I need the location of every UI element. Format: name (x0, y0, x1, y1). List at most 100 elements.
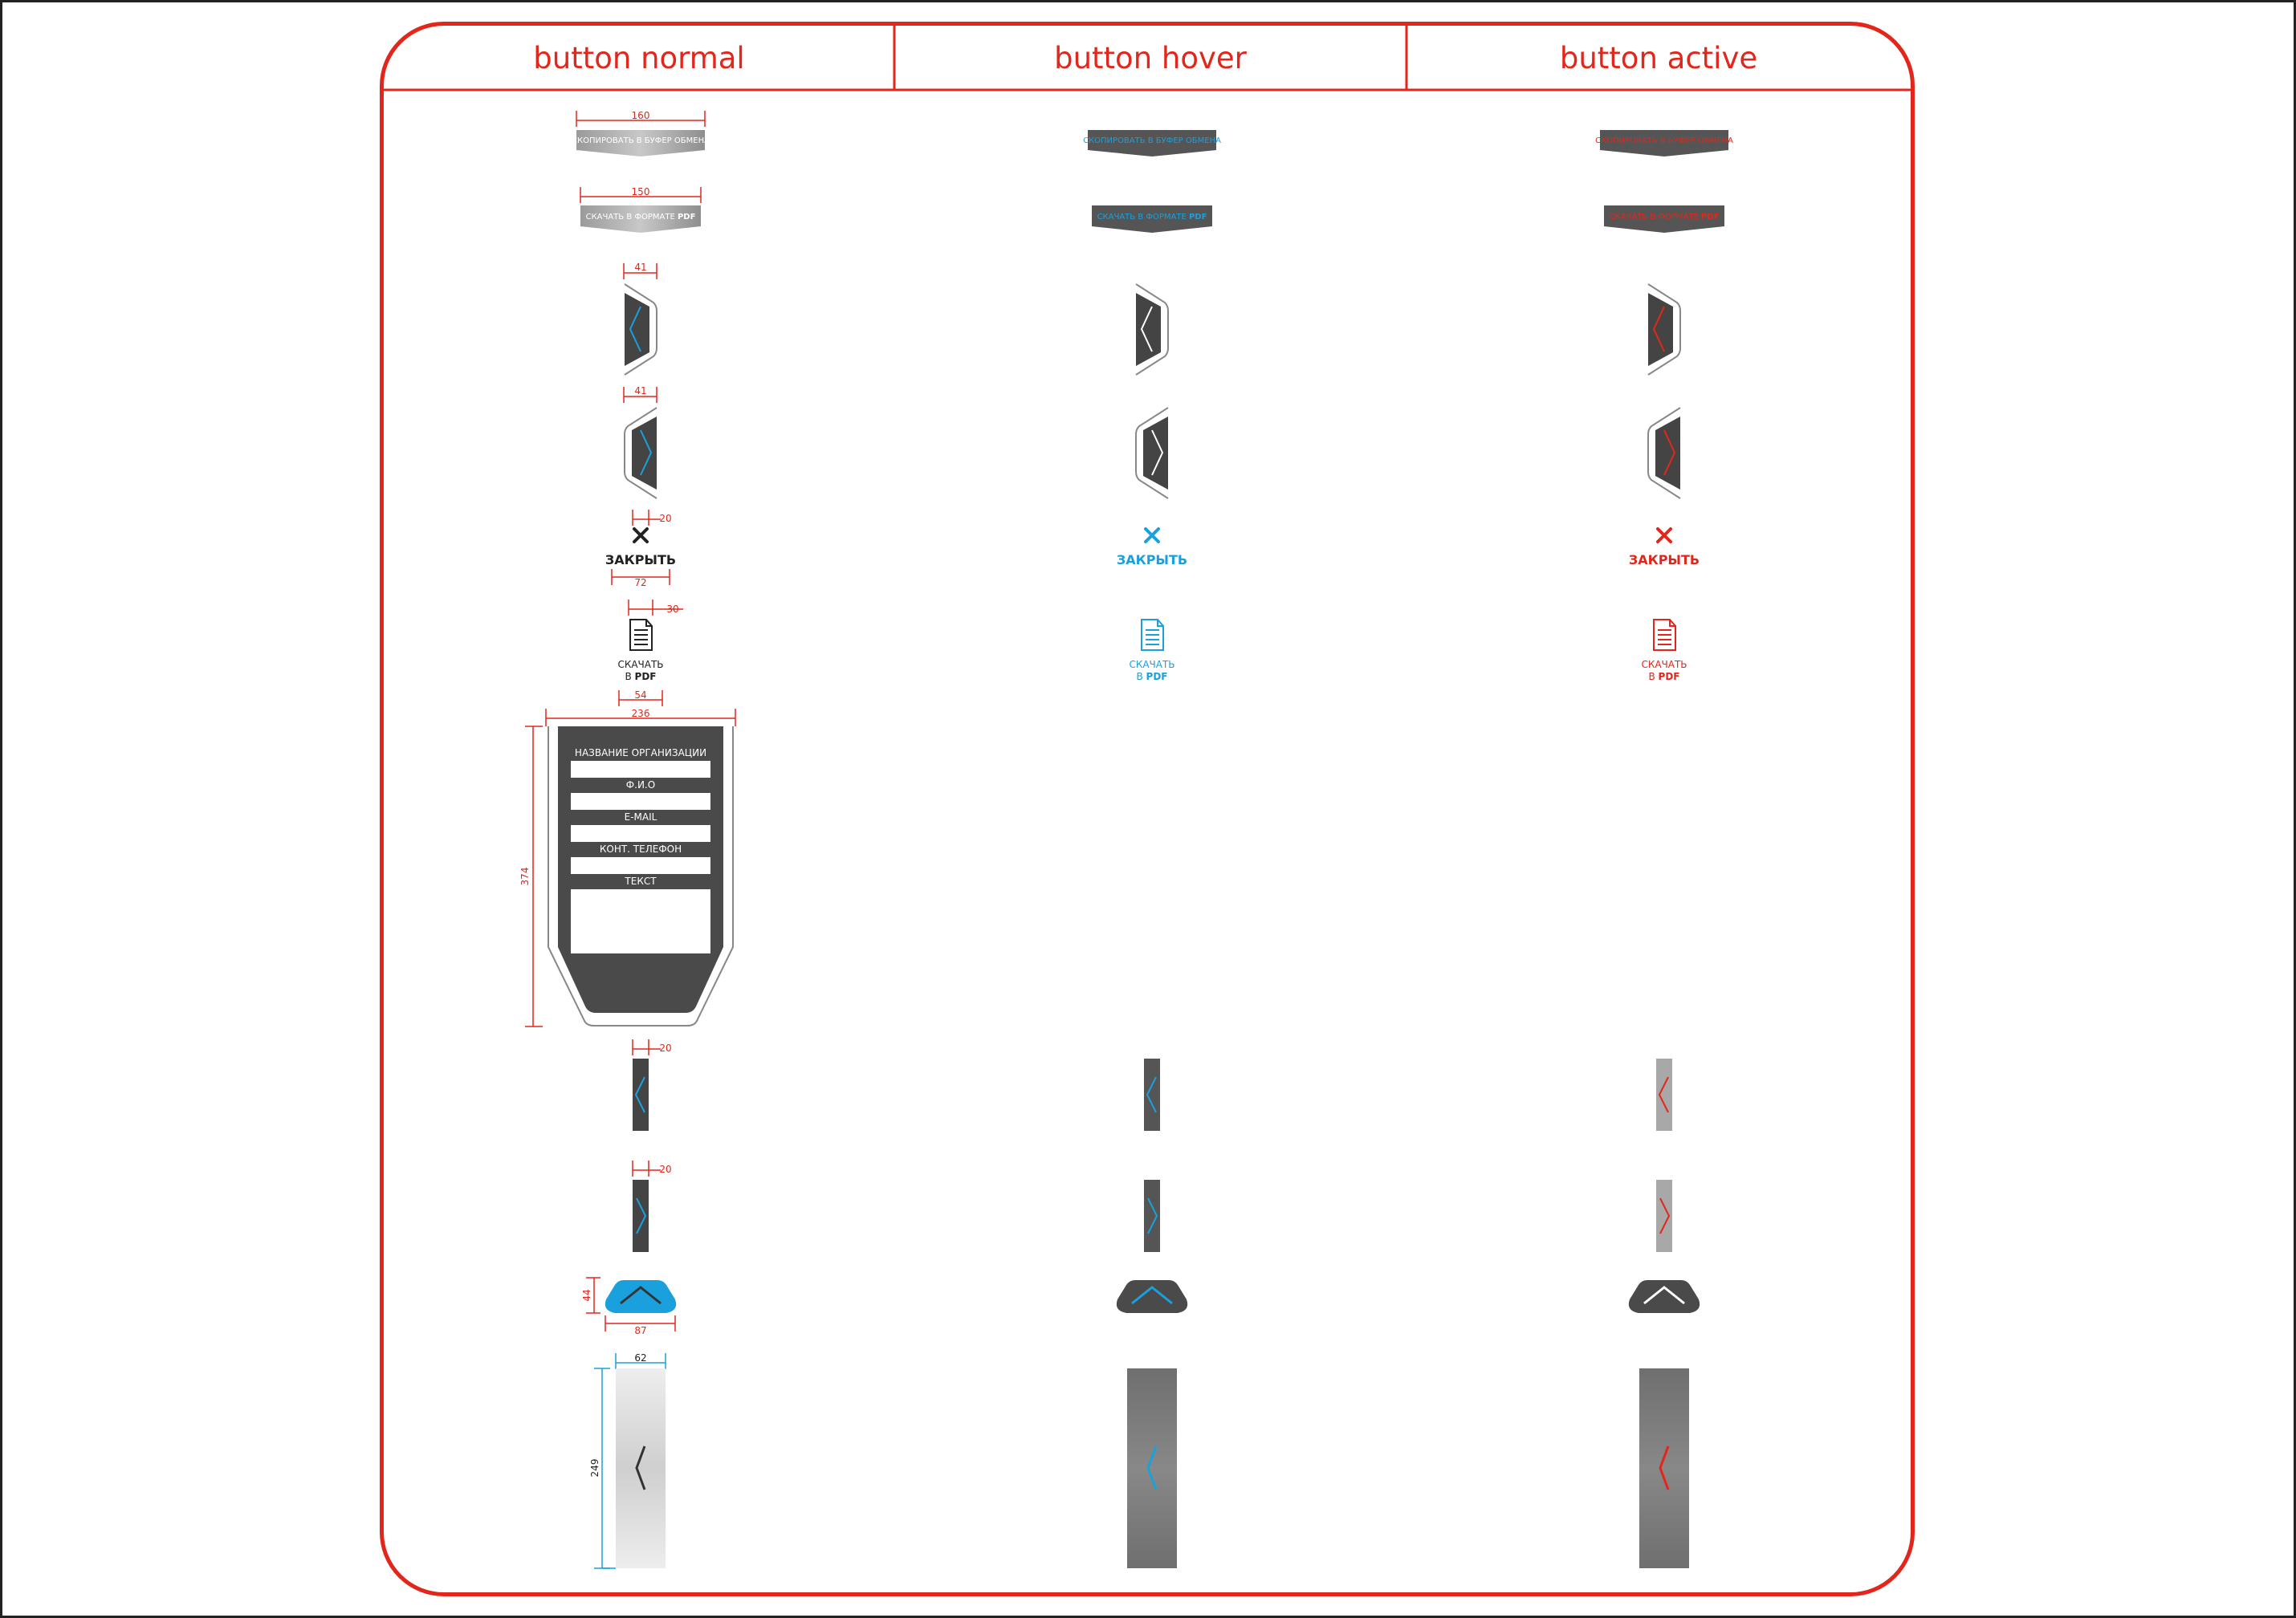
header-button-normal: button normal (533, 40, 745, 75)
chevron-right-icon (1659, 1197, 1671, 1234)
right-arrow-button-hover[interactable] (1135, 407, 1169, 499)
buttons-canvas: 160 СКОПИРОВАТЬ В БУФЕР ОБМЕНА СКОПИРОВА… (384, 26, 1911, 1569)
up-button-active[interactable] (1628, 1280, 1700, 1313)
chevron-right-icon (636, 1197, 647, 1234)
slim-left-arrow-hover[interactable] (1144, 1059, 1160, 1131)
dim-slim-right (632, 1161, 661, 1177)
dim-form-width-label: 236 (632, 708, 650, 719)
chevron-left-icon (1659, 1445, 1670, 1490)
dim-slim-left (632, 1039, 661, 1055)
form-label-phone: КОНТ. ТЕЛЕФОН (600, 844, 682, 855)
slim-right-arrow-normal[interactable] (633, 1180, 649, 1252)
chevron-up-icon (620, 1286, 662, 1305)
chevron-left-icon (635, 1445, 646, 1490)
chevron-right-icon (1663, 429, 1676, 476)
dim-up-width-label: 87 (634, 1325, 646, 1336)
chevron-right-icon (1151, 429, 1164, 476)
dim-copy-button (576, 111, 706, 127)
dim-close-label (611, 569, 670, 585)
right-arrow-button-normal[interactable] (624, 407, 657, 499)
close-label: ЗАКРЫТЬ (1629, 552, 1700, 567)
download-pdf-active[interactable]: СКАЧАТЬ В PDF (1641, 619, 1687, 682)
download-pdf-hover[interactable]: СКАЧАТЬ В PDF (1129, 619, 1175, 682)
dim-pdf-label-width (618, 690, 663, 706)
tall-left-panel-normal[interactable] (616, 1368, 666, 1568)
close-button-active[interactable]: ЗАКРЫТЬ (1629, 527, 1700, 567)
header-button-hover: button hover (1054, 40, 1247, 75)
style-guide-panel: button normal button hover button active… (380, 22, 1915, 1596)
copy-button-active[interactable]: СКОПИРОВАТЬ В БУФЕР ОБМЕНА (1595, 130, 1733, 157)
right-arrow-button-active[interactable] (1647, 407, 1681, 499)
message-textarea[interactable] (571, 889, 710, 953)
download-line2: В PDF (625, 671, 657, 682)
copy-button-normal[interactable]: СКОПИРОВАТЬ В БУФЕР ОБМЕНА (572, 130, 710, 157)
close-button-normal[interactable]: ЗАКРЫТЬ (605, 527, 676, 567)
pdf-button-hover[interactable]: СКАЧАТЬ В ФОРМАТЕ PDF (1092, 205, 1212, 233)
pdf-button-active[interactable]: СКАЧАТЬ В ФОРМАТЕ PDF (1604, 205, 1724, 233)
name-field[interactable] (571, 793, 710, 810)
dim-form-height (525, 726, 543, 1027)
up-button-normal[interactable] (605, 1280, 677, 1313)
chevron-up-icon (1643, 1286, 1685, 1305)
dim-copy-label: 160 (632, 110, 650, 121)
phone-field[interactable] (571, 857, 710, 874)
download-pdf-normal[interactable]: СКАЧАТЬ В PDF (617, 619, 664, 682)
left-arrow-button-hover[interactable] (1135, 283, 1169, 376)
dim-close-icon-label: 20 (659, 513, 671, 524)
close-icon (633, 527, 649, 543)
chevron-right-icon (1147, 1197, 1158, 1234)
dim-slim-left-label: 20 (659, 1043, 671, 1054)
download-line1: СКАЧАТЬ (1641, 659, 1687, 670)
chevron-left-icon (1652, 306, 1665, 352)
chevron-left-icon (1140, 306, 1153, 352)
chevron-left-icon (1146, 1445, 1158, 1490)
slim-left-arrow-normal[interactable] (633, 1059, 649, 1131)
dim-pdf-button (580, 187, 702, 203)
close-icon (1656, 527, 1672, 543)
tall-left-panel-active[interactable] (1639, 1368, 1689, 1568)
chevron-left-icon (634, 1076, 645, 1113)
download-line2: В PDF (1649, 671, 1680, 682)
document-icon (1653, 619, 1676, 651)
close-label: ЗАКРЫТЬ (605, 552, 676, 567)
download-line1: СКАЧАТЬ (1129, 659, 1174, 670)
dim-form-height-label: 374 (519, 868, 531, 886)
up-button-hover[interactable] (1116, 1280, 1188, 1313)
close-button-hover[interactable]: ЗАКРЫТЬ (1117, 527, 1187, 567)
dim-left-arrow-label: 41 (634, 262, 646, 273)
slim-right-arrow-hover[interactable] (1144, 1180, 1160, 1252)
dim-form-width (545, 709, 736, 726)
document-icon (629, 619, 653, 651)
chevron-left-icon (1658, 1076, 1669, 1113)
pdf-button-normal[interactable]: СКАЧАТЬ В ФОРМАТЕ PDF (580, 205, 701, 233)
copy-button-hover-label: СКОПИРОВАТЬ В БУФЕР ОБМЕНА (1083, 136, 1221, 145)
left-arrow-button-normal[interactable] (624, 283, 657, 376)
pdf-button-active-label: СКАЧАТЬ В ФОРМАТЕ PDF (1610, 213, 1720, 222)
tall-left-panel-hover[interactable] (1127, 1368, 1177, 1568)
feedback-form: НАЗВАНИЕ ОРГАНИЗАЦИИ Ф.И.О E-MAIL КОНТ. … (548, 726, 734, 1026)
document-icon (1141, 619, 1164, 651)
dim-pdf-label-width-text: 54 (634, 689, 646, 701)
chevron-left-icon (1146, 1076, 1157, 1113)
organization-field[interactable] (571, 761, 710, 778)
dim-up-height-label: 44 (581, 1289, 592, 1301)
dim-tall-height-label: 249 (589, 1459, 600, 1478)
dim-up-width (605, 1315, 676, 1331)
pdf-button-label: СКАЧАТЬ В ФОРМАТЕ PDF (586, 213, 696, 222)
download-line1: СКАЧАТЬ (617, 659, 663, 670)
pdf-button-hover-label: СКАЧАТЬ В ФОРМАТЕ PDF (1097, 213, 1207, 222)
slim-right-arrow-active[interactable] (1656, 1180, 1672, 1252)
copy-button-hover[interactable]: СКОПИРОВАТЬ В БУФЕР ОБМЕНА (1083, 130, 1221, 157)
dim-pdf-label: 150 (632, 186, 650, 197)
header-button-active: button active (1559, 40, 1758, 75)
dim-tall-width (615, 1353, 666, 1369)
dim-right-arrow-label: 41 (634, 385, 646, 396)
dim-close-label-text: 72 (634, 577, 646, 588)
close-label: ЗАКРЫТЬ (1117, 552, 1187, 567)
left-arrow-button-active[interactable] (1647, 283, 1681, 376)
email-field[interactable] (571, 825, 710, 842)
slim-left-arrow-active[interactable] (1656, 1059, 1672, 1131)
dim-tall-width-label: 62 (634, 1352, 646, 1364)
copy-button-label: СКОПИРОВАТЬ В БУФЕР ОБМЕНА (572, 136, 710, 145)
